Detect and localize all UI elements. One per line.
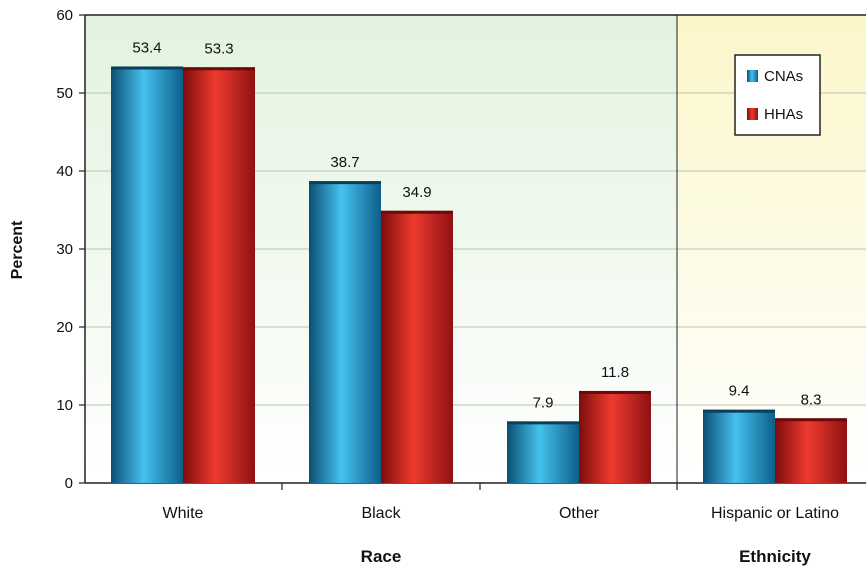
bar-top-edge <box>507 421 579 425</box>
bar-top-edge <box>381 210 453 214</box>
bar-top-edge <box>309 181 381 185</box>
data-labels: 53.4 38.7 7.9 9.4 53.3 34.9 11.8 8.3 <box>132 39 821 411</box>
legend-label-cnas: CNAs <box>764 68 803 85</box>
y-tick-label: 20 <box>56 319 73 336</box>
y-tick-label: 10 <box>56 397 73 414</box>
legend-label-hhas: HHAs <box>764 106 803 123</box>
bar-hhas-3 <box>775 418 847 483</box>
bars <box>111 66 847 483</box>
x-tick-label: Hispanic or Latino <box>711 505 839 522</box>
bar-cnas-2 <box>507 421 579 483</box>
bar-top-edge <box>775 418 847 422</box>
bar-top-edge <box>183 67 255 71</box>
bar-cnas-3 <box>703 409 775 483</box>
legend: CNAs HHAs <box>734 54 821 136</box>
bar-cnas-0 <box>111 66 183 483</box>
y-tick-label: 30 <box>56 241 73 258</box>
y-axis-label: Percent <box>9 220 26 279</box>
y-tick-label: 40 <box>56 163 73 180</box>
data-label: 9.4 <box>729 383 750 400</box>
x-tick-label: Black <box>361 505 401 522</box>
bar-hhas-1 <box>381 210 453 483</box>
y-axis-ticks: 0 10 20 30 40 50 60 <box>56 7 85 492</box>
legend-box <box>734 54 821 136</box>
bar-top-edge <box>703 409 775 413</box>
bar-top-edge <box>579 390 651 394</box>
legend-swatch-hhas <box>747 108 758 120</box>
x-tick-label: Other <box>559 505 600 522</box>
data-label: 53.3 <box>204 40 233 57</box>
y-tick-label: 50 <box>56 85 73 102</box>
bar-cnas-1 <box>309 181 381 483</box>
data-label: 11.8 <box>601 364 629 381</box>
data-label: 34.9 <box>402 184 431 201</box>
y-tick-label: 60 <box>56 7 73 24</box>
legend-swatch-cnas <box>747 70 758 82</box>
group-label-ethnicity: Ethnicity <box>739 547 811 566</box>
data-label: 53.4 <box>132 39 161 56</box>
data-label: 38.7 <box>330 154 359 171</box>
data-label: 7.9 <box>533 394 554 411</box>
bar-hhas-0 <box>183 67 255 483</box>
y-tick-label: 0 <box>65 475 73 492</box>
data-label: 8.3 <box>801 391 822 408</box>
x-axis-ticks: White Black Other Hispanic or Latino <box>163 483 839 522</box>
bar-hhas-2 <box>579 390 651 483</box>
bar-top-edge <box>111 66 183 70</box>
group-label-race: Race <box>361 547 402 566</box>
x-tick-label: White <box>163 505 204 522</box>
